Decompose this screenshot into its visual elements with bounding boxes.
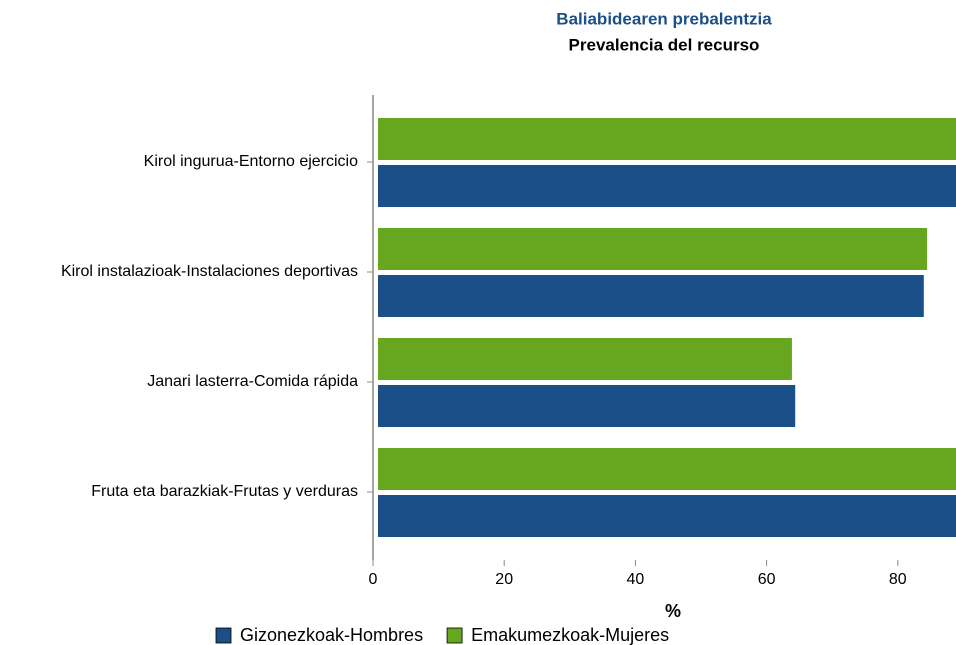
x-tick-label: 40 <box>627 571 645 588</box>
chart-title: Baliabidearen prebalentzia <box>556 9 772 28</box>
bar <box>378 448 956 490</box>
bar <box>378 385 796 427</box>
x-axis-label: % <box>665 601 681 621</box>
legend-label: Gizonezkoak-Hombres <box>240 625 423 645</box>
y-tick-label: Fruta eta barazkiak-Frutas y verduras <box>91 483 358 500</box>
chart-subtitle: Prevalencia del recurso <box>569 35 760 54</box>
bar <box>378 165 956 207</box>
bar <box>378 495 956 537</box>
legend-swatch <box>446 627 463 644</box>
bar <box>378 228 928 270</box>
bar <box>378 338 792 380</box>
x-tick-label: 0 <box>369 571 378 588</box>
legend-label: Emakumezkoak-Mujeres <box>471 625 669 645</box>
x-tick-label: 80 <box>889 571 907 588</box>
y-tick-label: Janari lasterra-Comida rápida <box>147 373 358 390</box>
bar <box>378 275 924 317</box>
y-tick-label: Kirol ingurua-Entorno ejercicio <box>144 153 358 170</box>
x-tick-label: 60 <box>758 571 776 588</box>
legend-swatch <box>215 627 232 644</box>
bar <box>378 118 956 160</box>
y-tick-label: Kirol instalazioak-Instalaciones deporti… <box>61 263 358 280</box>
x-tick-label: 20 <box>495 571 513 588</box>
